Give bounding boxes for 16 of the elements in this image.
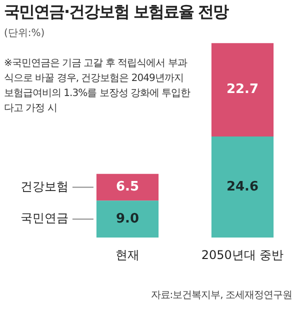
- text: 국민연금: [20, 211, 68, 226]
- data-label: 24.6: [226, 179, 259, 194]
- data-label: 9.0: [116, 211, 140, 226]
- text: 자료:보건복지부, 조세재정연구원: [150, 289, 292, 302]
- chart-subtitle: (단위:%): [4, 27, 45, 40]
- x-tick-label: 2050년대 중반: [201, 248, 284, 262]
- bar: [211, 43, 274, 136]
- text: 건강보험: [20, 179, 68, 194]
- bar: [96, 174, 159, 201]
- bar: [211, 136, 274, 238]
- data-label: 22.7: [226, 82, 259, 98]
- chart-title: 국민연금·건강보험 보험료율 전망: [4, 2, 228, 23]
- bar: [96, 200, 159, 238]
- data-label: 6.5: [116, 180, 140, 195]
- x-tick-label: 현재: [116, 248, 140, 262]
- annotation: ※국민연금은 기금 고갈 후 적립식에서 부과식으로 바꿀 경우, 건강보험은 2049년까지 보험급여비의 1.3%를 보장성 강화에 투입한다고 가정 시: [4, 57, 192, 116]
